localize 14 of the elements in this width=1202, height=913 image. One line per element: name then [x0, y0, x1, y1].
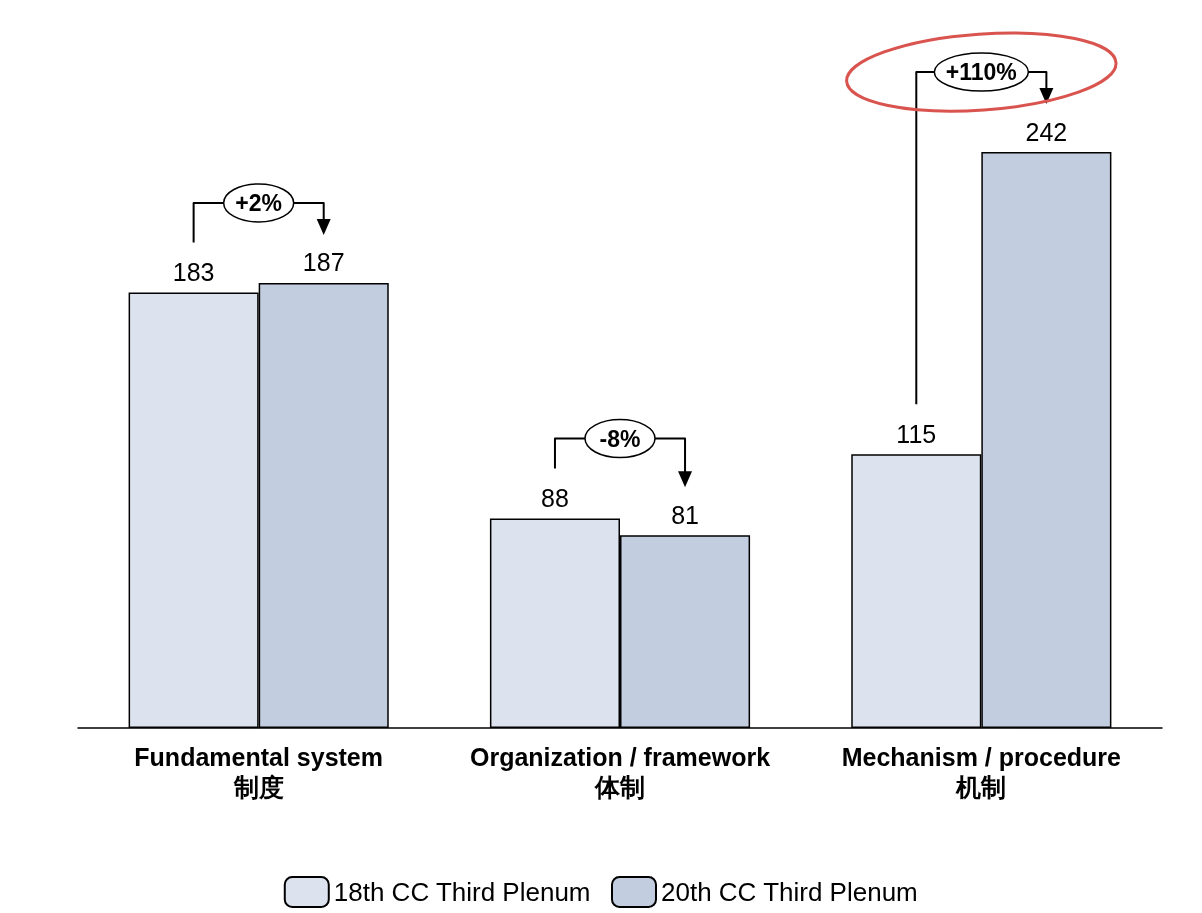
legend-label: 18th CC Third Plenum	[333, 877, 591, 907]
data-label: 183	[172, 257, 215, 286]
x-tick-label: Fundamental system 制度	[134, 743, 384, 801]
data-label: 242	[1025, 117, 1068, 146]
x-tick-label: Organization / framework 体制	[469, 743, 771, 801]
legend-label: 20th CC Third Plenum	[661, 877, 918, 907]
data-label: 187	[302, 248, 345, 277]
x-tick-label: Mechanism / procedure 机制	[841, 743, 1122, 801]
data-label: 115	[896, 419, 937, 448]
text: +110%	[945, 59, 1017, 86]
data-label: 81	[671, 500, 699, 529]
data-label: 88	[541, 484, 569, 513]
annotation: -8%	[599, 425, 641, 452]
annotation: +2%	[235, 189, 283, 216]
